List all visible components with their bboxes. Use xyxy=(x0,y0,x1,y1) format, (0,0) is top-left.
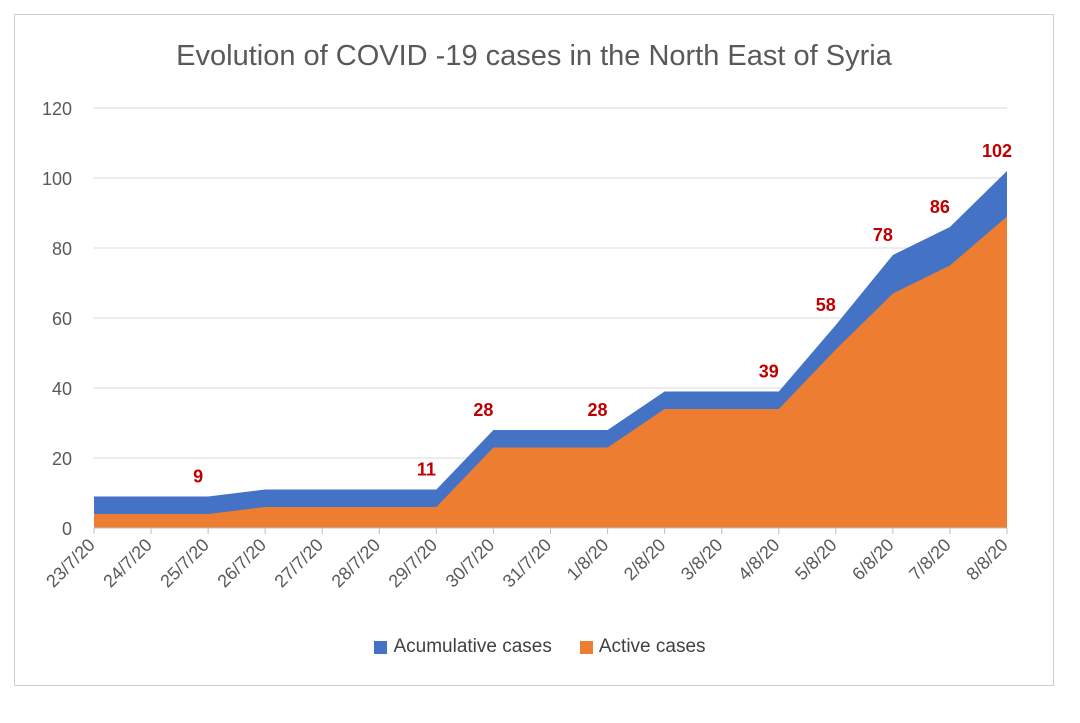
x-tick-label: 5/8/20 xyxy=(791,535,841,585)
data-label: 39 xyxy=(759,362,779,382)
data-label: 86 xyxy=(930,197,950,217)
legend-item-active: Active cases xyxy=(579,636,706,658)
data-label: 78 xyxy=(873,225,893,245)
data-label: 58 xyxy=(816,295,836,315)
area-series-active xyxy=(94,216,1007,528)
data-label: 9 xyxy=(193,467,203,487)
x-tick-label: 23/7/20 xyxy=(42,535,99,592)
x-tick-label: 31/7/20 xyxy=(499,535,556,592)
x-tick-label: 26/7/20 xyxy=(213,535,270,592)
legend-label-acumulative: Acumulative cases xyxy=(393,636,552,657)
legend-item-acumulative: Acumulative cases xyxy=(374,636,552,658)
x-tick-label: 4/8/20 xyxy=(734,535,784,585)
legend-swatch-acumulative xyxy=(374,640,388,654)
legend-label-active: Active cases xyxy=(598,636,706,657)
x-tick-label: 25/7/20 xyxy=(156,535,213,592)
x-tick-label: 7/8/20 xyxy=(905,535,955,585)
data-label: 102 xyxy=(982,141,1012,161)
y-tick-label: 60 xyxy=(52,309,72,329)
y-tick-label: 0 xyxy=(62,519,72,539)
data-label: 28 xyxy=(473,400,493,420)
data-label: 11 xyxy=(417,460,436,480)
x-tick-label: 29/7/20 xyxy=(385,535,442,592)
x-tick-label: 30/7/20 xyxy=(442,535,499,592)
chart-title: Evolution of COVID -19 cases in the Nort… xyxy=(176,40,892,72)
y-tick-label: 80 xyxy=(52,239,72,259)
legend-swatch-active xyxy=(579,640,593,654)
x-tick-label: 8/8/20 xyxy=(962,535,1012,585)
y-tick-label: 20 xyxy=(52,449,72,469)
x-tick-label: 27/7/20 xyxy=(270,535,327,592)
x-tick-label: 3/8/20 xyxy=(677,535,727,585)
x-tick-label: 2/8/20 xyxy=(620,535,670,585)
x-tick-label: 6/8/20 xyxy=(848,535,898,585)
x-tick-label: 28/7/20 xyxy=(328,535,385,592)
y-tick-label: 100 xyxy=(42,169,72,189)
y-tick-label: 40 xyxy=(52,379,72,399)
x-tick-label: 1/8/20 xyxy=(563,535,613,585)
legend: Acumulative cases Active cases xyxy=(0,636,1080,658)
y-tick-label: 120 xyxy=(42,99,72,119)
data-label: 28 xyxy=(588,400,608,420)
x-tick-label: 24/7/20 xyxy=(99,535,156,592)
